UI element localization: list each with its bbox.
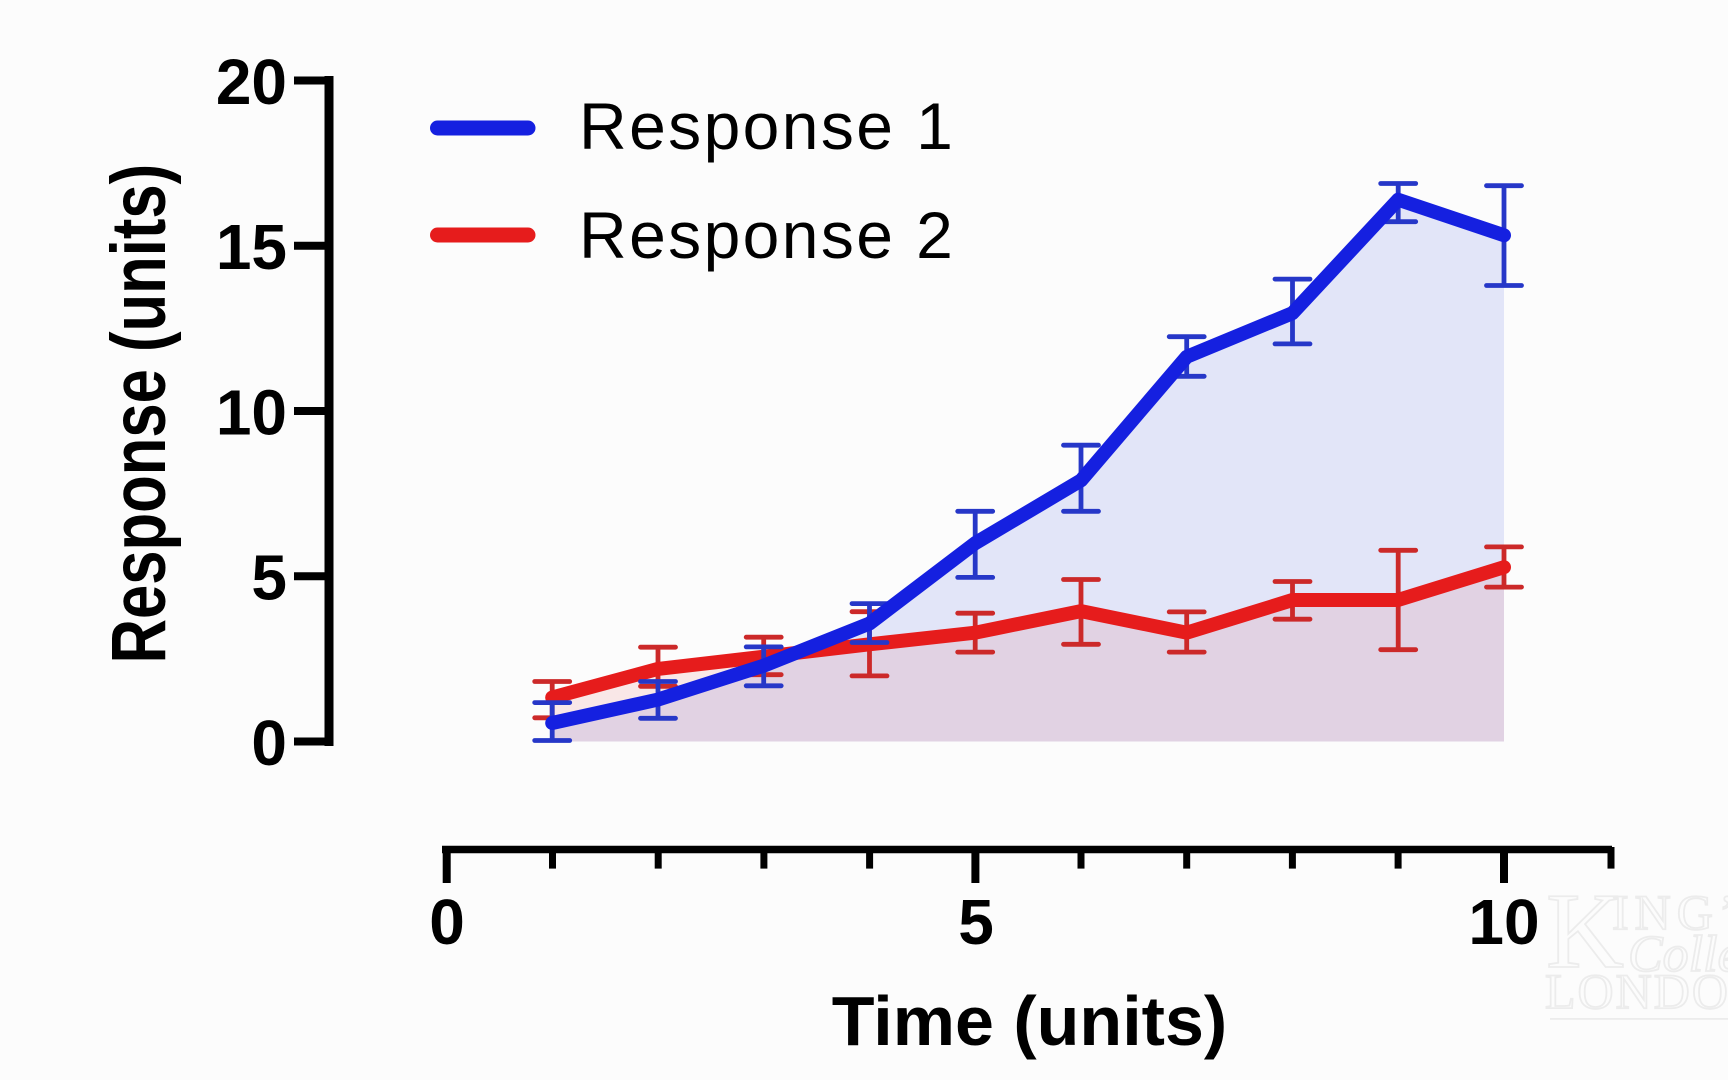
svg-text:10: 10 bbox=[216, 376, 287, 448]
svg-text:0: 0 bbox=[251, 707, 287, 779]
svg-text:Time (units): Time (units) bbox=[832, 982, 1227, 1060]
svg-text:Response 2: Response 2 bbox=[579, 198, 955, 272]
svg-text:5: 5 bbox=[958, 886, 994, 958]
svg-text:Response 1: Response 1 bbox=[579, 89, 955, 163]
svg-text:10: 10 bbox=[1468, 886, 1539, 958]
svg-text:15: 15 bbox=[216, 211, 287, 283]
svg-text:K: K bbox=[1546, 872, 1624, 991]
svg-text:LONDON: LONDON bbox=[1545, 963, 1728, 1019]
svg-text:College: College bbox=[1628, 926, 1728, 983]
svg-text:0: 0 bbox=[429, 886, 465, 958]
svg-text:20: 20 bbox=[216, 46, 287, 118]
svg-text:ING’S: ING’S bbox=[1612, 884, 1728, 940]
svg-text:5: 5 bbox=[251, 542, 287, 614]
svg-text:Response (units): Response (units) bbox=[95, 164, 181, 664]
